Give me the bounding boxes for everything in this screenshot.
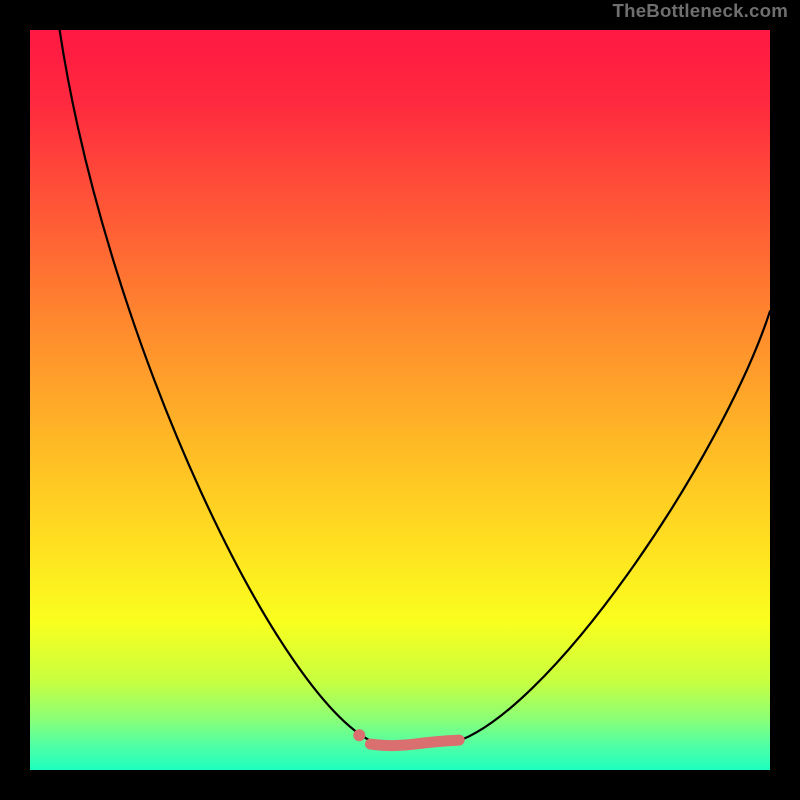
bottleneck-chart bbox=[0, 0, 800, 800]
watermark-text: TheBottleneck.com bbox=[613, 0, 789, 22]
optimum-dot bbox=[353, 729, 365, 741]
optimum-highlight bbox=[370, 740, 459, 746]
heatmap-gradient bbox=[30, 30, 770, 770]
